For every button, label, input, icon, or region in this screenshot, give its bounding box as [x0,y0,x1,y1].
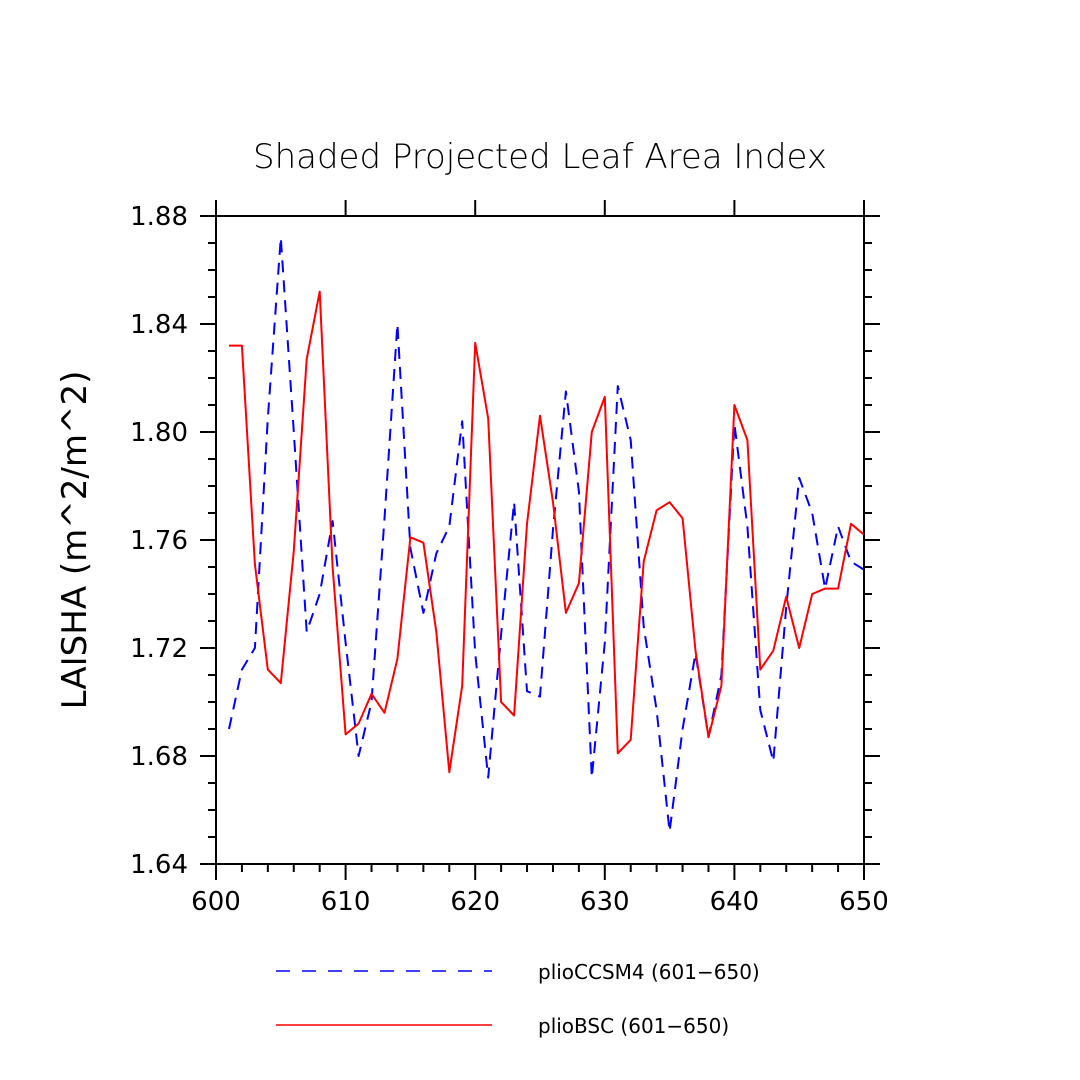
x-tick-label: 610 [321,887,371,917]
y-tick-label: 1.76 [130,526,188,556]
axis-ticks [200,200,880,880]
y-tick-label: 1.88 [130,202,188,232]
y-tick-labels: 1.64 1.68 1.72 1.76 1.80 1.84 1.88 [130,202,188,880]
series-line-plioBSC [229,290,865,774]
plot-frame [215,215,865,865]
x-tick-label: 640 [710,887,760,917]
y-tick-label: 1.68 [130,742,188,772]
series-lines [228,236,865,833]
x-tick-label: 600 [191,887,241,917]
series-line-plioCCSM4 [228,236,865,833]
x-tick-label: 630 [580,887,630,917]
x-tick-label: 620 [450,887,500,917]
y-tick-label: 1.64 [130,850,188,880]
y-tick-label: 1.80 [130,418,188,448]
legend: plioCCSM4 (601−650) plioBSC (601−650) [276,960,760,1038]
y-tick-label: 1.72 [130,634,188,664]
y-axis-label: LAISHA (m^2/m^2) [55,371,95,710]
x-tick-label: 650 [839,887,889,917]
legend-label-plioBSC: plioBSC (601−650) [538,1014,729,1038]
chart-title: Shaded Projected Leaf Area Index [253,137,827,177]
legend-label-plioCCSM4: plioCCSM4 (601−650) [538,960,760,984]
x-tick-labels: 600 610 620 630 640 650 [191,887,889,917]
y-tick-label: 1.84 [130,310,188,340]
